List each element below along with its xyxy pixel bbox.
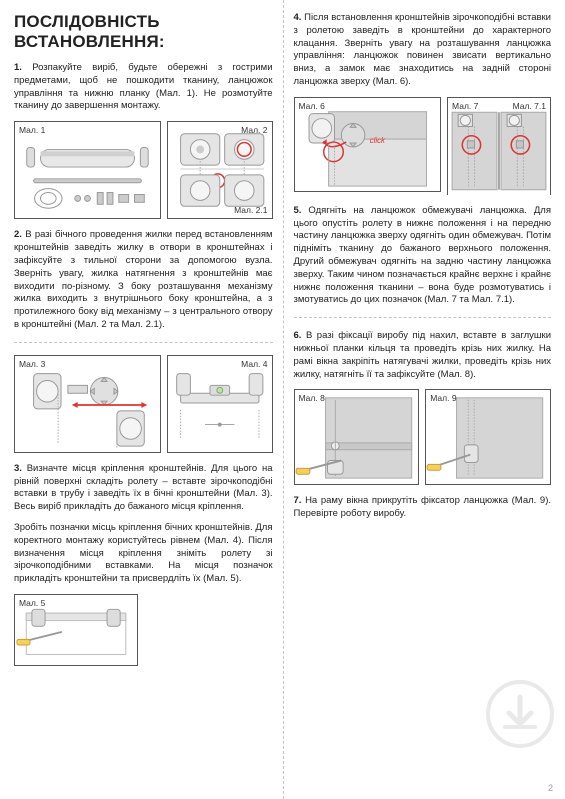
text-7: На раму вікна прикрутіть фіксатор ланцюж… (294, 495, 552, 519)
fig-row-5: Мал. 8 Мал. 9 (294, 389, 552, 485)
num-3: 3. (14, 463, 22, 474)
fig-7-stack: Мал. 7 Мал. 7.1 (447, 97, 551, 195)
fig2-svg (168, 122, 272, 218)
figure-3: Мал. 3 (14, 355, 161, 453)
click-text: click (369, 136, 385, 145)
fig9-svg (426, 390, 550, 484)
fig-label-7: Мал. 7 (452, 101, 478, 111)
fig8-svg (295, 390, 419, 484)
figure-5: Мал. 5 (14, 594, 138, 666)
num-1: 1. (14, 62, 22, 73)
para-1: 1. Розпакуйте виріб, будьте обережні з г… (14, 62, 273, 113)
text-1: Розпакуйте виріб, будьте обережні з гост… (14, 62, 273, 111)
fig4-svg (168, 356, 272, 452)
fig-row-2: Мал. 3 (14, 355, 273, 453)
para-4: 4. Після встановлення кронштейнів зірочк… (294, 12, 552, 89)
para-6: 6. В разі фіксації виробу під нахил, вст… (294, 330, 552, 381)
text-3b: Зробіть позначки місць кріплення бічних … (14, 522, 273, 584)
fig-row-1: Мал. 1 Мал. 2 (14, 121, 273, 219)
fig-label-21: Мал. 2.1 (234, 205, 267, 215)
num-2: 2. (14, 229, 22, 240)
fig6-svg: click (295, 98, 441, 191)
watermark-icon (485, 679, 555, 749)
fig-row-3: Мал. 5 (14, 594, 273, 666)
right-column: 4. Після встановлення кронштейнів зірочк… (283, 0, 565, 799)
divider-right-1 (294, 317, 552, 318)
text-5: Одягніть на ланцюжок обмежувачі ланцюжка… (294, 205, 552, 306)
text-6: В разі фіксації виробу під нахил, вставт… (294, 330, 552, 379)
para-7: 7. На раму вікна прикрутіть фіксатор лан… (294, 495, 552, 521)
num-6: 6. (294, 330, 302, 341)
left-column: ПОСЛІДОВНІСТЬ ВСТАНОВЛЕННЯ: 1. Розпакуйт… (0, 0, 283, 799)
figure-8: Мал. 8 (294, 389, 420, 485)
figure-6: Мал. 6 click (294, 97, 442, 192)
num-4: 4. (294, 12, 302, 23)
page: ПОСЛІДОВНІСТЬ ВСТАНОВЛЕННЯ: 1. Розпакуйт… (0, 0, 565, 799)
fig3-svg (15, 356, 160, 452)
figure-1: Мал. 1 (14, 121, 161, 219)
figure-4: Мал. 4 (167, 355, 273, 453)
figure-2: Мал. 2 Мал. 2.1 (167, 121, 273, 219)
fig-label-71: Мал. 7.1 (513, 101, 546, 111)
para-3a: 3. Визначте місця кріплення кронштейнів.… (14, 463, 273, 514)
fig-label-4: Мал. 4 (241, 359, 267, 369)
para-3b: Зробіть позначки місць кріплення бічних … (14, 522, 273, 586)
page-number: 2 (548, 783, 553, 793)
para-2: 2. В разі бічного проведення жилки перед… (14, 229, 273, 332)
fig-label-5: Мал. 5 (19, 598, 45, 608)
main-title: ПОСЛІДОВНІСТЬ ВСТАНОВЛЕННЯ: (14, 12, 273, 52)
fig1-svg (15, 122, 160, 218)
fig-label-2: Мал. 2 (241, 125, 267, 135)
fig-row-4: Мал. 6 click (294, 97, 552, 195)
num-5: 5. (294, 205, 302, 216)
text-3a: Визначте місця кріплення кронштейнів. Дл… (14, 463, 273, 512)
fig-label-1: Мал. 1 (19, 125, 45, 135)
num-7: 7. (294, 495, 302, 506)
divider-left-1 (14, 342, 273, 343)
figure-7: Мал. 7 Мал. 7.1 (447, 97, 551, 195)
fig-label-8: Мал. 8 (299, 393, 325, 403)
fig-label-6: Мал. 6 (299, 101, 325, 111)
text-4: Після встановлення кронштейнів зірочкопо… (294, 12, 552, 87)
fig7-svg (448, 98, 550, 195)
fig-label-9: Мал. 9 (430, 393, 456, 403)
para-5: 5. Одягніть на ланцюжок обмежувачі ланцю… (294, 205, 552, 308)
text-2: В разі бічного проведення жилки перед вс… (14, 229, 273, 330)
figure-9: Мал. 9 (425, 389, 551, 485)
fig-label-3: Мал. 3 (19, 359, 45, 369)
